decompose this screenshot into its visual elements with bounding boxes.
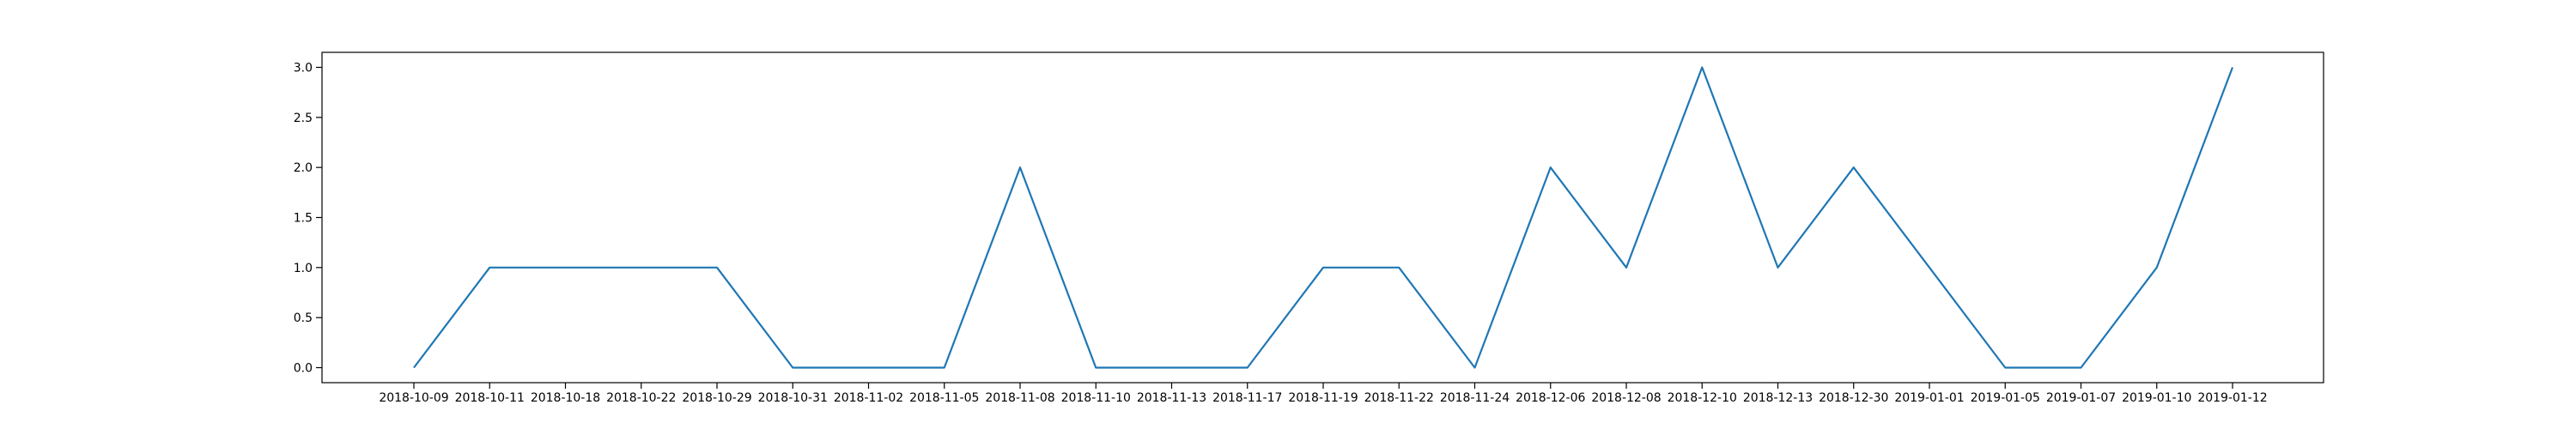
y-tick-label-6: 3.0: [294, 62, 313, 76]
y-tick-label-5: 2.5: [294, 112, 313, 125]
x-tick-label-15: 2018-12-06: [1516, 391, 1585, 405]
x-tick-label-8: 2018-11-08: [985, 391, 1054, 405]
x-tick-label-3: 2018-10-22: [606, 391, 676, 405]
x-tick-label-18: 2018-12-13: [1743, 391, 1813, 405]
x-tick-label-6: 2018-11-02: [834, 391, 903, 405]
x-tick-label-5: 2018-10-31: [758, 391, 828, 405]
x-tick-label-13: 2018-11-22: [1364, 391, 1434, 405]
x-tick-label-19: 2018-12-30: [1819, 391, 1888, 405]
y-tick-label-1: 0.5: [294, 311, 313, 325]
x-tick-label-7: 2018-11-05: [909, 391, 979, 405]
x-tick-label-24: 2019-01-12: [2197, 391, 2267, 405]
x-tick-label-2: 2018-10-18: [531, 391, 600, 405]
y-tick-label-2: 1.0: [294, 262, 313, 275]
plot-frame: [321, 51, 2324, 384]
x-tick-label-0: 2018-10-09: [379, 391, 448, 405]
x-tick-label-11: 2018-11-17: [1212, 391, 1282, 405]
x-tick-label-21: 2019-01-05: [1971, 391, 2040, 405]
y-tick-label-0: 0.0: [294, 362, 313, 376]
x-tick-label-22: 2019-01-07: [2046, 391, 2116, 405]
x-tick-label-1: 2018-10-11: [455, 391, 525, 405]
plot-area: 0.0 0.5 1.0 1.5 2.0 2.5 3.0 2018-10-09 2018-10-1…: [294, 51, 2324, 405]
x-tick-label-23: 2019-01-10: [2122, 391, 2191, 405]
x-tick-label-20: 2019-01-01: [1894, 391, 1964, 405]
x-tick-label-16: 2018-12-08: [1591, 391, 1661, 405]
series-line-0: [413, 66, 2234, 369]
x-tick-label-9: 2018-11-10: [1061, 391, 1131, 405]
x-tick-label-10: 2018-11-13: [1137, 391, 1206, 405]
y-tick-label-3: 1.5: [294, 212, 313, 226]
x-tick-label-4: 2018-10-29: [682, 391, 751, 405]
x-tick-label-14: 2018-11-24: [1440, 391, 1510, 405]
x-tick-label-12: 2018-11-19: [1288, 391, 1358, 405]
x-tick-label-17: 2018-12-10: [1668, 391, 1737, 405]
y-tick-label-4: 2.0: [294, 161, 313, 175]
